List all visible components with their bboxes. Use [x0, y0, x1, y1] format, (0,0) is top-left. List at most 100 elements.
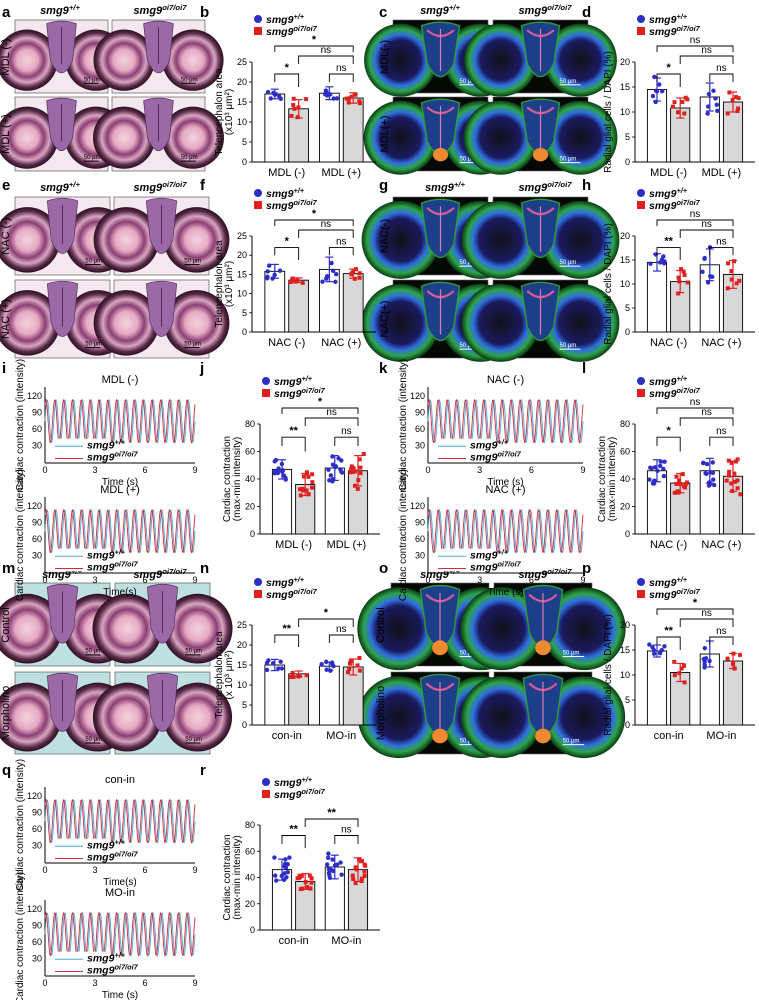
panel-e-mut-top: 50 μm — [93, 196, 230, 276]
data-point — [333, 271, 339, 277]
category-label: MDL (-) — [275, 539, 312, 551]
legend-mut-marker — [254, 27, 262, 35]
significance-bracket — [274, 247, 300, 260]
panel-letter-f: f — [200, 177, 206, 194]
data-point — [349, 464, 354, 469]
category-label: MDL (-) — [268, 167, 305, 179]
scale-bar — [459, 84, 481, 86]
data-point — [701, 656, 706, 662]
data-point — [326, 467, 331, 472]
significance-bracket — [274, 219, 354, 226]
data-point — [734, 281, 739, 286]
y-tick-label: 5 — [242, 308, 247, 318]
data-point — [338, 860, 343, 865]
category-label: MDL (+) — [327, 539, 367, 551]
row-label-e-top: NAC (-) — [0, 217, 12, 254]
trace-mut — [427, 398, 584, 444]
data-point — [672, 490, 677, 495]
data-point — [357, 99, 362, 104]
legend-wt-marker — [254, 578, 262, 586]
significance-label: ** — [289, 425, 298, 437]
left-eye — [361, 283, 440, 362]
data-point — [658, 459, 664, 464]
y-axis-label: Cardiac contraction — [222, 436, 233, 522]
significance-bracket — [304, 417, 359, 426]
data-point — [659, 257, 665, 262]
y-tick-label: 20 — [620, 502, 630, 512]
data-point — [298, 493, 303, 498]
legend: smg9+/+smg9oi7/oi7 — [254, 12, 318, 38]
bar — [722, 660, 744, 726]
data-point — [272, 459, 277, 464]
trace-legend-bg — [53, 438, 110, 462]
left-eye — [93, 290, 160, 356]
significance-bracket — [656, 247, 681, 260]
data-point — [278, 659, 283, 664]
trace-title: MDL (-) — [102, 374, 139, 386]
data-point — [275, 470, 281, 476]
y-tick-label: 10 — [237, 289, 247, 299]
data-point — [330, 268, 336, 274]
trace-legend-bg — [436, 548, 495, 572]
orange-signal — [535, 728, 551, 744]
scale-bar-label: 50 μm — [560, 343, 577, 349]
y-tick-label: 10 — [620, 107, 630, 117]
data-point — [657, 463, 663, 469]
data-point — [679, 267, 684, 272]
y-tick-label: 0 — [242, 720, 247, 730]
left-eye — [357, 587, 441, 671]
trace-legend-mut: smg9oi7/oi7 — [87, 449, 139, 464]
legend-wt-label: smg9+/+ — [274, 374, 313, 389]
trace-x-label: Time (s) — [102, 477, 138, 488]
bar — [342, 97, 364, 163]
data-point — [330, 857, 335, 862]
data-point — [676, 291, 681, 296]
left-eye — [464, 23, 538, 97]
y-tick-label: 20 — [237, 250, 247, 260]
trace-legend-wt: smg9+/+ — [87, 547, 126, 562]
trace-y-tick: 90 — [415, 517, 425, 527]
y-tick-label: 10 — [237, 117, 247, 127]
data-point — [281, 473, 287, 478]
legend-mut-label: smg9oi7/oi7 — [649, 386, 701, 401]
trace-y-tick: 60 — [32, 424, 42, 434]
panel-letter-l: l — [582, 360, 586, 377]
panel-letter-a: a — [2, 4, 11, 21]
legend-wt-label: smg9+/+ — [649, 186, 688, 201]
data-point — [339, 470, 345, 475]
header-mut: smg9oi7/oi7 — [133, 3, 187, 18]
trace-legend-bg — [53, 548, 110, 572]
data-point — [339, 458, 344, 463]
trace-y-tick: 120 — [410, 391, 425, 401]
trace-x-tick: 3 — [92, 978, 97, 988]
y-axis-label: Radial glial cells / DAPI (%) — [603, 614, 614, 736]
scale-bar-label: 50 μm — [460, 157, 477, 163]
panel-m-mut-top: 50 μm — [92, 582, 233, 667]
trace-legend-wt: smg9+/+ — [470, 437, 509, 452]
trace-y-tick: 120 — [27, 904, 42, 914]
scale-bar — [559, 348, 581, 350]
legend-wt-label: smg9+/+ — [266, 186, 305, 201]
right-eye — [163, 207, 230, 273]
panel-letter-b: b — [200, 4, 209, 21]
significance-bracket — [679, 417, 734, 426]
left-eye — [93, 106, 156, 169]
significance-label: ns — [336, 237, 347, 248]
scale-bar-label: 50 μm — [560, 79, 577, 85]
chart-h: 0 5 10 15 20 Radial glial cells / DAPI (%) smg… — [603, 186, 755, 349]
data-point — [324, 93, 330, 98]
scale-bar — [559, 84, 581, 86]
bar — [342, 273, 364, 333]
category-label: NAC (+) — [701, 337, 741, 349]
data-point — [276, 466, 281, 471]
right-eye — [543, 100, 618, 175]
data-point — [357, 668, 362, 673]
trace-x-tick: 3 — [477, 575, 482, 585]
data-point — [297, 487, 302, 492]
legend: smg9+/+smg9oi7/oi7 — [637, 374, 701, 401]
legend-wt-marker — [254, 189, 262, 197]
panel-letter-g: g — [379, 177, 388, 194]
left-eye — [0, 682, 62, 752]
scale-bar — [185, 742, 201, 744]
